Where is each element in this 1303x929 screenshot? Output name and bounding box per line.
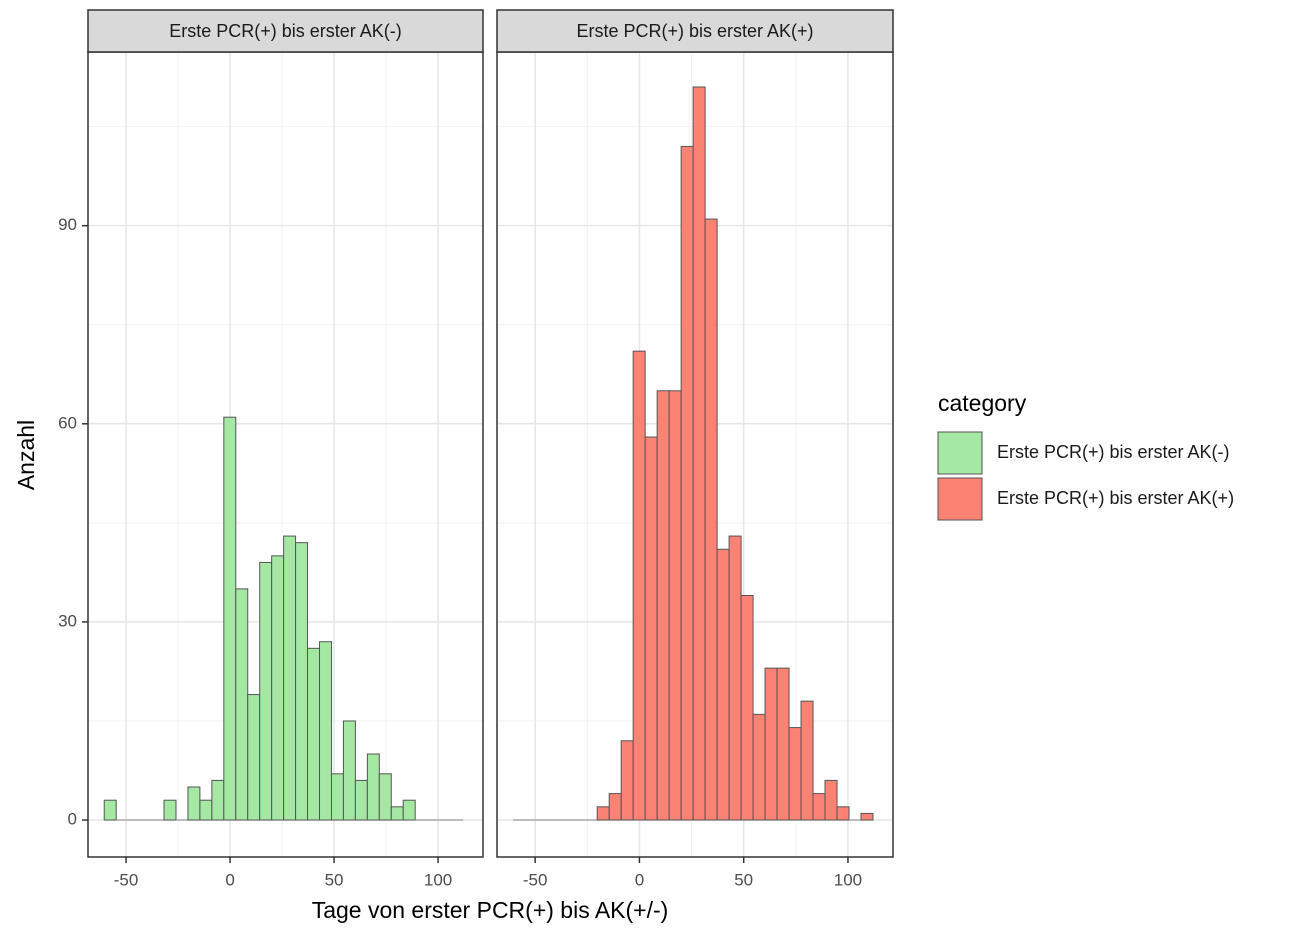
bar: [402, 799, 416, 821]
bar: [824, 779, 838, 821]
y-axis-label: Anzahl: [13, 420, 39, 490]
bar: [632, 350, 646, 821]
y-tick-label: 60: [58, 413, 77, 432]
strip: [496, 9, 894, 53]
bar: [800, 700, 814, 821]
bar: [223, 416, 237, 821]
bar: [836, 806, 850, 821]
bar: [740, 594, 754, 821]
bar: [199, 799, 213, 821]
strip-label: Erste PCR(+) bis erster AK(+): [576, 21, 813, 41]
bar: [752, 713, 766, 821]
x-tick-label: 100: [424, 870, 452, 889]
x-tick-label: 0: [635, 870, 644, 889]
legend-label: Erste PCR(+) bis erster AK(-): [997, 442, 1230, 462]
bar: [235, 588, 249, 821]
legend-label: Erste PCR(+) bis erster AK(+): [997, 488, 1234, 508]
legend-title: category: [938, 390, 1027, 416]
x-tick-label: 50: [325, 870, 344, 889]
bar: [211, 779, 225, 821]
bar: [812, 793, 826, 821]
bar: [716, 548, 730, 821]
bar: [366, 753, 380, 821]
bar: [283, 535, 297, 821]
x-tick-label: 0: [225, 870, 234, 889]
bar: [271, 555, 285, 821]
bar: [608, 793, 622, 821]
bar: [307, 647, 321, 821]
bar: [330, 773, 344, 821]
x-tick-label: -50: [523, 870, 548, 889]
y-tick-label: 90: [58, 215, 77, 234]
bar: [259, 561, 273, 821]
bar: [354, 779, 368, 821]
bar: [776, 667, 790, 821]
bar: [187, 786, 201, 821]
bar: [704, 218, 718, 821]
bar: [163, 799, 177, 821]
x-tick-label: 100: [834, 870, 862, 889]
bar: [378, 773, 392, 821]
bar: [295, 542, 309, 821]
strip-label: Erste PCR(+) bis erster AK(-): [169, 21, 402, 41]
x-tick-label: 50: [734, 870, 753, 889]
bar: [788, 727, 802, 821]
bar: [728, 535, 742, 821]
bar: [620, 740, 634, 821]
legend-key: [937, 431, 983, 475]
bar: [319, 641, 332, 821]
bar: [860, 812, 874, 821]
y-tick-label: 0: [68, 810, 77, 829]
bar: [342, 720, 356, 821]
bar: [103, 799, 117, 821]
strip: [87, 9, 484, 53]
bar: [764, 667, 778, 821]
bar: [644, 436, 658, 821]
bar: [692, 86, 706, 821]
x-tick-label: -50: [114, 870, 139, 889]
bar: [656, 390, 670, 821]
bar: [247, 694, 261, 821]
bar: [668, 390, 682, 821]
bar: [680, 145, 694, 821]
bar: [390, 806, 404, 821]
bar: [596, 806, 610, 821]
x-axis-label: Tage von erster PCR(+) bis AK(+/-): [312, 897, 669, 923]
legend-key: [937, 477, 983, 521]
y-tick-label: 30: [58, 611, 77, 630]
